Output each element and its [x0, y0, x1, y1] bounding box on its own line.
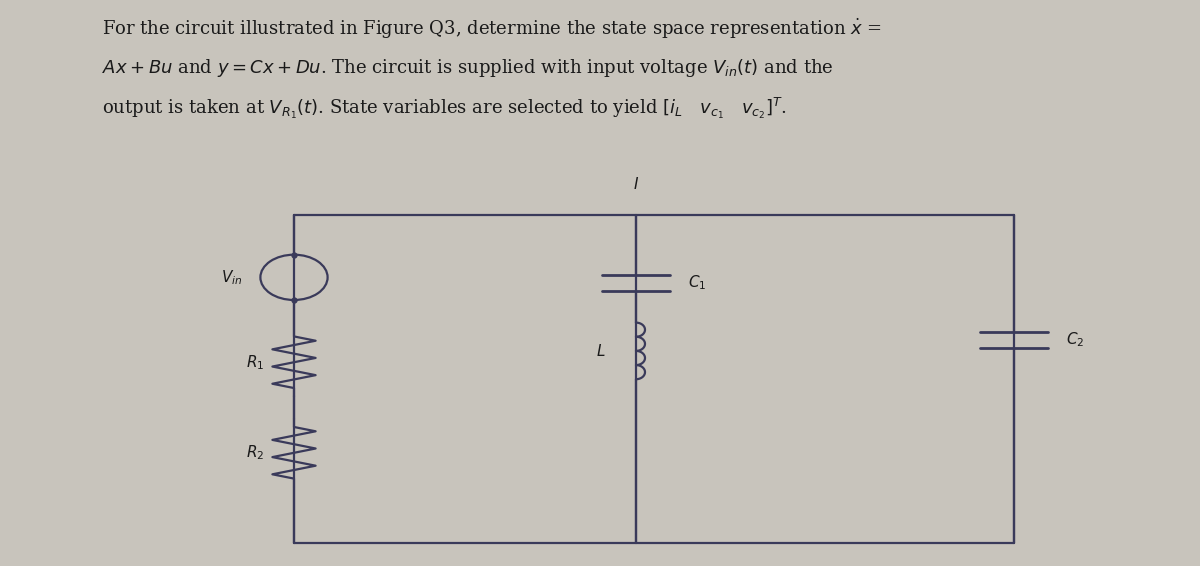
Text: $R_1$: $R_1$: [246, 353, 264, 372]
Text: output is taken at $V_{R_1}(t)$. State variables are selected to yield $[i_L \qu: output is taken at $V_{R_1}(t)$. State v…: [102, 96, 787, 122]
Text: $I$: $I$: [632, 177, 640, 192]
Text: For the circuit illustrated in Figure Q3, determine the state space representati: For the circuit illustrated in Figure Q3…: [102, 17, 882, 41]
Text: $V_{in}$: $V_{in}$: [221, 268, 242, 287]
Text: $C_1$: $C_1$: [688, 273, 706, 293]
Text: $C_2$: $C_2$: [1066, 330, 1084, 349]
Text: $R_2$: $R_2$: [246, 443, 264, 462]
Text: $L$: $L$: [596, 343, 606, 359]
Text: $Ax + Bu$ and $y = Cx + Du$. The circuit is supplied with input voltage $V_{in}(: $Ax + Bu$ and $y = Cx + Du$. The circuit…: [102, 57, 834, 79]
